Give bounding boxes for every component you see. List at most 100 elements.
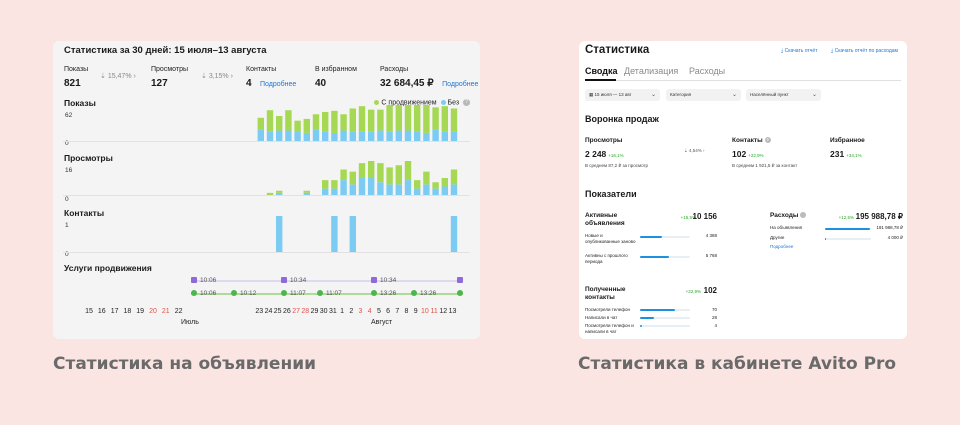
bar-с-продвижением-10[interactable] bbox=[423, 105, 430, 133]
bar-без-9[interactable] bbox=[414, 131, 421, 141]
bar-без-13[interactable] bbox=[450, 184, 458, 195]
promo-item[interactable]: 10:34 bbox=[281, 277, 306, 284]
bar-без-11[interactable] bbox=[432, 129, 439, 141]
promo-item[interactable]: 10:06 bbox=[191, 290, 216, 297]
bar-с-продвижением-13[interactable] bbox=[450, 108, 458, 132]
bar-без-6[interactable] bbox=[386, 131, 393, 141]
date-range-select[interactable]: ▦ 15 июля — 13 авг ⌄ bbox=[585, 89, 660, 101]
download-expenses-report-link[interactable]: ⤓ Скачать отчёт по расходам bbox=[831, 48, 898, 54]
bar-без-23[interactable] bbox=[257, 129, 264, 141]
bar-без-26[interactable] bbox=[285, 130, 292, 141]
help-icon[interactable] bbox=[800, 212, 807, 219]
bar-с-продвижением-8[interactable] bbox=[404, 105, 412, 131]
bar-без-1[interactable] bbox=[340, 180, 347, 195]
expenses-details-link[interactable]: Подробнее bbox=[770, 244, 794, 249]
bar-с-продвижением-26[interactable] bbox=[285, 110, 292, 131]
bar-с-продвижением-31[interactable] bbox=[331, 180, 338, 189]
bar-без-25[interactable] bbox=[276, 130, 283, 141]
bar-без-11[interactable] bbox=[432, 188, 439, 195]
bar-с-продвижением-28[interactable] bbox=[303, 190, 310, 193]
bar-с-продвижением-9[interactable] bbox=[414, 105, 421, 132]
bar-без-12[interactable] bbox=[441, 186, 448, 196]
promo-item[interactable]: 11:07 bbox=[281, 290, 306, 297]
help-icon[interactable]: ? bbox=[463, 99, 470, 106]
bar-с-продвижением-2[interactable] bbox=[349, 108, 356, 132]
bar-с-продвижением-6[interactable] bbox=[386, 167, 393, 185]
bar-без-3[interactable] bbox=[358, 131, 366, 141]
bar-без-13[interactable] bbox=[450, 131, 458, 141]
bar-без-5[interactable] bbox=[377, 130, 384, 141]
bar-с-продвижением-27[interactable] bbox=[294, 120, 301, 132]
bar-с-продвижением-11[interactable] bbox=[432, 182, 439, 189]
bar-без-30[interactable] bbox=[322, 131, 329, 141]
bar-без-12[interactable] bbox=[441, 131, 448, 141]
bar-с-продвижением-12[interactable] bbox=[441, 106, 448, 132]
bar-без-25[interactable] bbox=[276, 192, 283, 195]
promo-item[interactable]: 13:26 bbox=[411, 290, 436, 297]
bar-без-30[interactable] bbox=[322, 188, 329, 195]
bar-без-2[interactable] bbox=[349, 216, 356, 252]
bar-с-продвижением-28[interactable] bbox=[303, 118, 310, 133]
help-icon[interactable]: ? bbox=[764, 137, 771, 144]
bar-без-8[interactable] bbox=[404, 180, 412, 195]
bar-с-продвижением-29[interactable] bbox=[312, 114, 320, 130]
bar-с-продвижением-1[interactable] bbox=[340, 114, 347, 131]
bar-с-продвижением-24[interactable] bbox=[266, 110, 274, 132]
promo-item[interactable]: 10:34 bbox=[371, 277, 396, 284]
bar-с-продвижением-6[interactable] bbox=[386, 105, 393, 132]
tab-summary[interactable]: Сводка bbox=[585, 66, 618, 76]
bar-с-продвижением-4[interactable] bbox=[368, 161, 375, 178]
bar-без-4[interactable] bbox=[368, 131, 375, 141]
bar-без-10[interactable] bbox=[423, 132, 430, 141]
bar-с-продвижением-31[interactable] bbox=[331, 110, 338, 133]
promo-item[interactable]: 13:26 bbox=[371, 290, 396, 297]
bar-без-13[interactable] bbox=[450, 216, 458, 252]
promo-item[interactable] bbox=[457, 277, 466, 284]
bar-с-продвижением-1[interactable] bbox=[340, 169, 347, 181]
bar-без-31[interactable] bbox=[331, 188, 338, 195]
bar-без-28[interactable] bbox=[303, 132, 310, 141]
contacts-details-link[interactable]: Подробнее bbox=[260, 81, 297, 88]
bar-с-продвижением-10[interactable] bbox=[423, 171, 430, 185]
bar-с-продвижением-30[interactable] bbox=[322, 111, 329, 132]
bar-с-продвижением-2[interactable] bbox=[349, 171, 356, 185]
bar-с-продвижением-8[interactable] bbox=[404, 161, 412, 181]
bar-с-продвижением-13[interactable] bbox=[450, 169, 458, 185]
bar-без-2[interactable] bbox=[349, 131, 356, 141]
bar-без-2[interactable] bbox=[349, 184, 356, 195]
bar-с-продвижением-3[interactable] bbox=[358, 163, 366, 178]
tab-details[interactable]: Детализация bbox=[624, 66, 679, 76]
promo-item[interactable]: 11:07 bbox=[317, 290, 342, 297]
bar-с-продвижением-11[interactable] bbox=[432, 107, 439, 130]
bar-с-продвижением-7[interactable] bbox=[395, 105, 402, 131]
promo-item[interactable]: 10:06 bbox=[191, 277, 216, 284]
promo-item[interactable]: 10:12 bbox=[231, 290, 256, 297]
bar-с-продвижением-7[interactable] bbox=[395, 165, 402, 185]
bar-без-5[interactable] bbox=[377, 182, 384, 195]
bar-без-27[interactable] bbox=[294, 131, 301, 141]
bar-без-10[interactable] bbox=[423, 184, 430, 195]
tab-expenses[interactable]: Расходы bbox=[689, 66, 726, 76]
bar-с-продвижением-4[interactable] bbox=[368, 109, 375, 132]
promo-item[interactable] bbox=[457, 290, 466, 297]
bar-без-24[interactable] bbox=[266, 131, 274, 141]
bar-без-3[interactable] bbox=[358, 178, 366, 195]
bar-без-1[interactable] bbox=[340, 130, 347, 141]
bar-с-продвижением-25[interactable] bbox=[276, 116, 283, 131]
bar-без-9[interactable] bbox=[414, 188, 421, 195]
bar-с-продвижением-30[interactable] bbox=[322, 180, 329, 189]
bar-с-продвижением-5[interactable] bbox=[377, 109, 384, 131]
bar-с-продвижением-9[interactable] bbox=[414, 180, 421, 189]
bar-без-25[interactable] bbox=[276, 216, 283, 252]
bar-без-29[interactable] bbox=[312, 129, 320, 141]
bar-без-6[interactable] bbox=[386, 184, 393, 195]
bar-без-28[interactable] bbox=[303, 192, 310, 195]
bar-без-31[interactable] bbox=[331, 216, 338, 252]
bar-без-7[interactable] bbox=[395, 130, 402, 141]
category-select[interactable]: Категория ⌄ bbox=[666, 89, 741, 101]
bar-с-продвижением-3[interactable] bbox=[358, 106, 366, 132]
bar-с-продвижением-24[interactable] bbox=[266, 192, 274, 195]
bar-с-продвижением-5[interactable] bbox=[377, 163, 384, 183]
bar-без-4[interactable] bbox=[368, 178, 375, 195]
expenses-details-link[interactable]: Подробнее bbox=[442, 81, 479, 88]
